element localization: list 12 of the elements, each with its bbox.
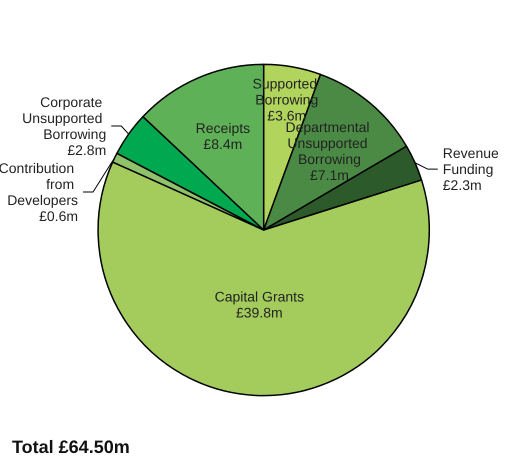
data-label: £2.3m	[442, 177, 482, 194]
data-label: £8.4m	[203, 136, 242, 152]
text: Total £64.50m	[12, 437, 130, 457]
slice-label: Corporate Unsupported Borrowing	[22, 94, 106, 142]
data-label: £2.8m	[67, 142, 106, 158]
data-label: £39.8m	[236, 304, 283, 320]
data-label: £7.1m	[310, 167, 349, 184]
slice-label: Capital Grants	[214, 288, 304, 304]
data-label: £0.6m	[39, 208, 78, 224]
data-label: £3.6m	[267, 108, 306, 124]
slice-label: Revenue Funding	[442, 145, 503, 178]
slice-label: Receipts	[196, 120, 250, 136]
